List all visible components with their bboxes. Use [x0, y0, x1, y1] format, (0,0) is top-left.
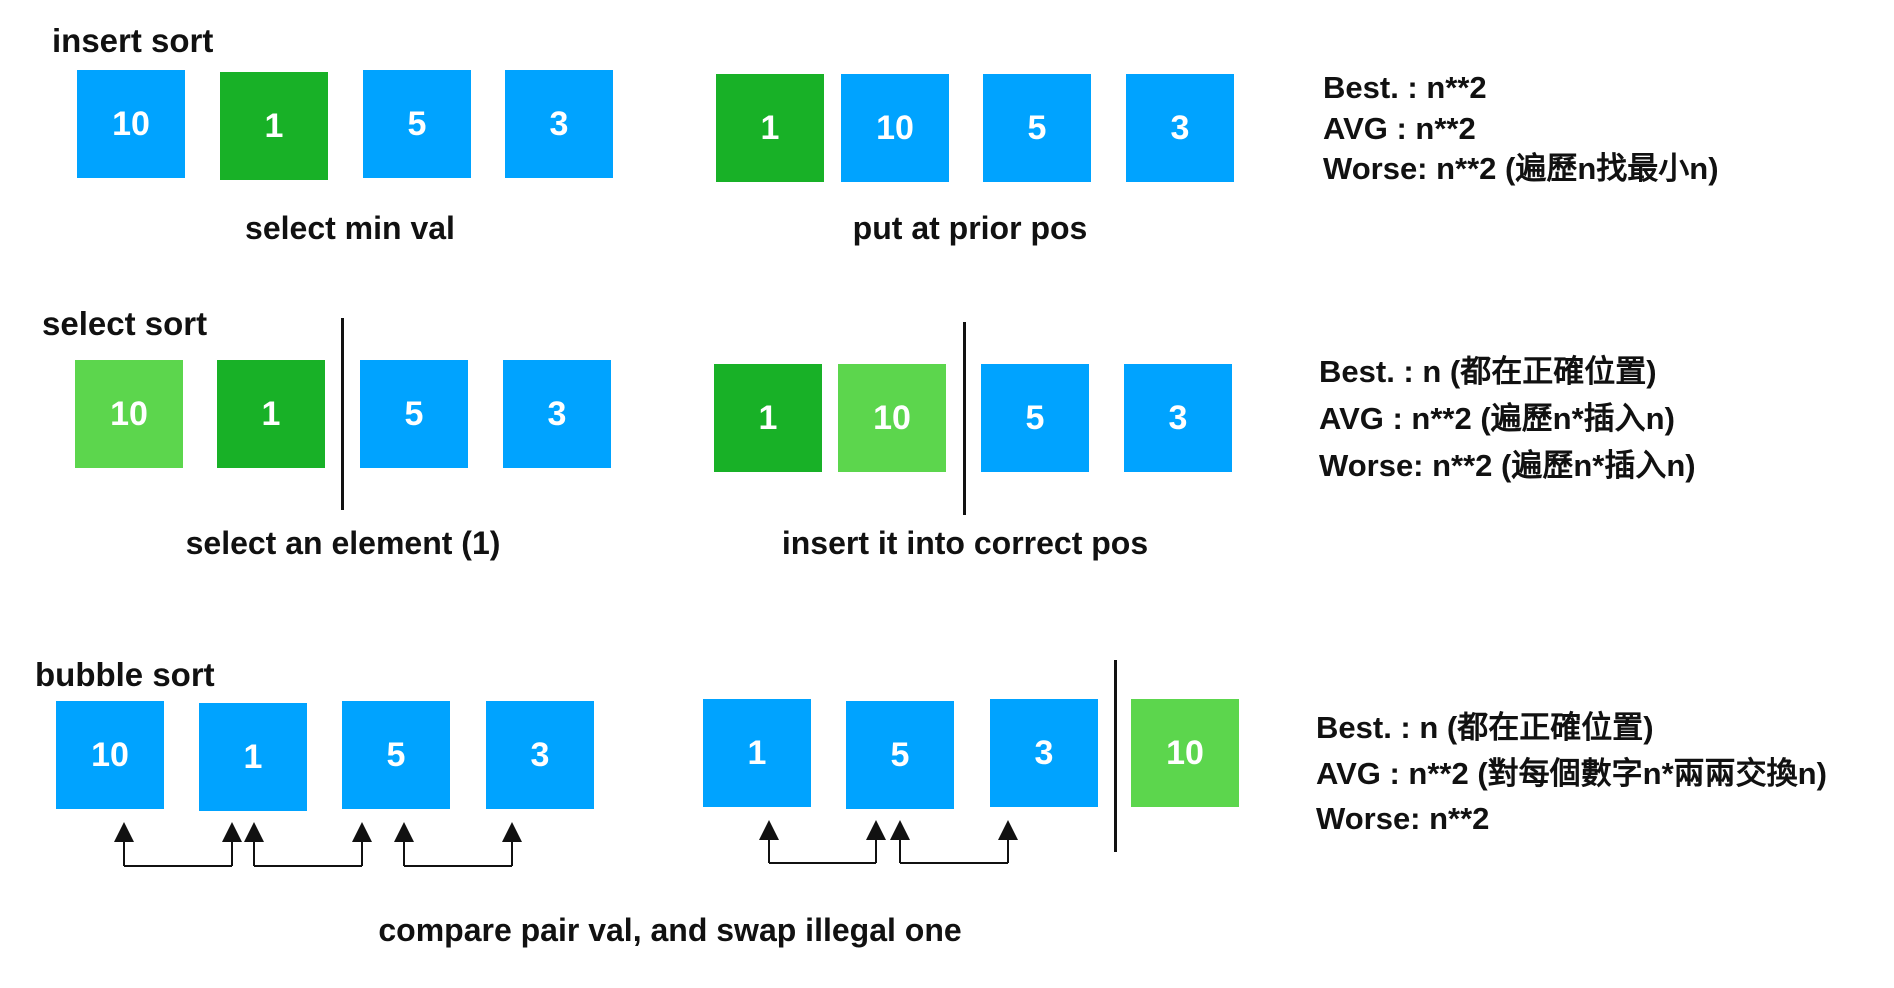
bubble-caption: compare pair val, and swap illegal one: [378, 912, 962, 948]
insert-stat-worse: Worse: n**2 (遍歷n找最小n): [1323, 151, 1719, 186]
insert-left-box-4: 3: [505, 70, 613, 178]
select-left-divider: [341, 318, 344, 510]
select-right-box-1: 1: [714, 364, 822, 472]
insert-left-box-3: 5: [363, 70, 471, 178]
select-left-caption: select an element (1): [185, 525, 501, 561]
select-stat-best: Best. : n (都在正確位置): [1319, 354, 1657, 389]
select-left-box-2: 1: [217, 360, 325, 468]
select-left-box-1: 10: [75, 360, 183, 468]
bubble-right-box-2: 5: [846, 701, 954, 809]
bubble-left-box-3: 5: [342, 701, 450, 809]
insert-stat-best: Best. : n**2: [1323, 70, 1487, 105]
insert-stat-avg: AVG : n**2: [1323, 111, 1476, 146]
select-sort-title: select sort: [42, 305, 208, 342]
insert-right-caption: put at prior pos: [852, 210, 1088, 246]
bubble-right-divider: [1114, 660, 1117, 852]
insert-right-box-2: 10: [841, 74, 949, 182]
select-left-box-3: 5: [360, 360, 468, 468]
select-stat-worse: Worse: n**2 (遍歷n*插入n): [1319, 448, 1696, 483]
bubble-left-box-4: 3: [486, 701, 594, 809]
select-right-box-2: 10: [838, 364, 946, 472]
insert-sort-title: insert sort: [52, 22, 214, 59]
select-right-divider: [963, 322, 966, 515]
insert-left-caption: select min val: [245, 210, 455, 246]
select-stat-avg: AVG : n**2 (遍歷n*插入n): [1319, 401, 1675, 436]
bubble-sort-title: bubble sort: [35, 656, 215, 693]
insert-right-box-3: 5: [983, 74, 1091, 182]
insert-left-box-2: 1: [220, 72, 328, 180]
bubble-stat-worse: Worse: n**2: [1316, 801, 1490, 836]
select-right-box-4: 3: [1124, 364, 1232, 472]
bubble-stat-best: Best. : n (都在正確位置): [1316, 710, 1654, 745]
bubble-stat-avg: AVG : n**2 (對每個數字n*兩兩交換n): [1316, 756, 1827, 791]
insert-left-box-1: 10: [77, 70, 185, 178]
insert-right-box-4: 3: [1126, 74, 1234, 182]
select-right-caption: insert it into correct pos: [781, 525, 1149, 561]
bubble-left-box-2: 1: [199, 703, 307, 811]
insert-right-box-1: 1: [716, 74, 824, 182]
bubble-right-box-4: 10: [1131, 699, 1239, 807]
select-left-box-4: 3: [503, 360, 611, 468]
bubble-right-box-1: 1: [703, 699, 811, 807]
bubble-left-box-1: 10: [56, 701, 164, 809]
select-right-box-3: 5: [981, 364, 1089, 472]
bubble-right-box-3: 3: [990, 699, 1098, 807]
